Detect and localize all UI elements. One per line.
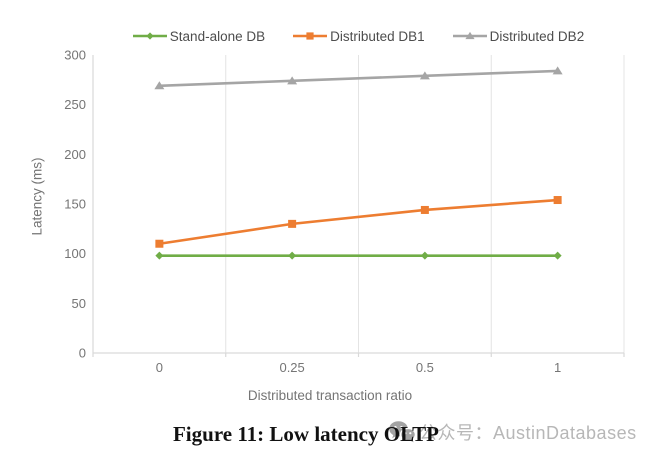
triangle-marker — [419, 71, 430, 80]
watermark: 公众号：AustinDatabases — [388, 419, 637, 445]
square-marker — [155, 239, 164, 248]
y-tick-labels: 0 50 100 150 200 250 300 — [64, 48, 86, 361]
y-tick-label: 200 — [64, 147, 86, 162]
square-marker — [288, 219, 297, 228]
legend-label: Distributed DB1 — [330, 28, 425, 44]
diamond-marker — [288, 251, 297, 260]
triangle-marker — [465, 31, 475, 40]
diamond-marker — [146, 32, 154, 40]
series-distributed-db2 — [154, 66, 563, 90]
series-distributed-db1 — [155, 196, 562, 248]
x-tick-label: 0 — [156, 360, 163, 375]
chart-legend: Stand-alone DB Distributed DB1 Distributed… — [93, 26, 624, 46]
legend-item-stand-alone-db: Stand-alone DB — [132, 28, 266, 44]
wechat-icon — [389, 421, 416, 443]
triangle-marker — [287, 76, 298, 85]
figure-caption: Figure 11: Low latency OLTP — [172, 422, 439, 446]
y-tick-label: 50 — [72, 296, 86, 311]
series-line-distributed-db1 — [159, 198, 558, 246]
triangle-marker — [552, 66, 563, 75]
legend-marker-square-icon — [293, 32, 328, 40]
legend-marker-triangle-icon — [452, 31, 487, 40]
gridlines — [225, 55, 625, 353]
square-marker — [553, 196, 562, 205]
legend-item-distributed-db2: Distributed DB2 — [452, 28, 585, 44]
legend-item-distributed-db1: Distributed DB1 — [293, 29, 425, 44]
series-stand-alone-db — [155, 251, 562, 260]
x-tick-label: 0.25 — [279, 360, 304, 375]
axes — [92, 55, 625, 357]
x-tick-label: 0.5 — [416, 360, 434, 375]
line-chart: 0 50 100 150 200 250 300 0 0.25 0.5 1 — [64, 48, 625, 375]
x-tick-labels: 0 0.25 0.5 1 — [156, 360, 561, 375]
square-marker — [420, 205, 429, 214]
diamond-marker — [420, 251, 429, 260]
y-tick-label: 250 — [64, 97, 86, 112]
legend-marker-diamond-icon — [132, 32, 167, 40]
square-marker — [306, 32, 314, 40]
y-tick-label: 0 — [79, 346, 86, 361]
x-tick-label: 1 — [554, 360, 561, 375]
y-tick-label: 150 — [64, 197, 86, 212]
y-axis-title: Latency (ms) — [29, 157, 45, 236]
watermark-text: 公众号：AustinDatabases — [419, 423, 637, 443]
legend-label: Distributed DB2 — [489, 28, 585, 44]
y-tick-label: 100 — [64, 246, 86, 261]
triangle-marker — [154, 81, 165, 90]
x-axis-title: Distributed transaction ratio — [247, 388, 413, 403]
diamond-marker — [553, 251, 562, 260]
series-line-distributed-db2 — [159, 69, 558, 88]
diamond-marker — [155, 251, 164, 260]
y-tick-label: 300 — [64, 48, 86, 63]
legend-label: Stand-alone DB — [169, 28, 266, 44]
